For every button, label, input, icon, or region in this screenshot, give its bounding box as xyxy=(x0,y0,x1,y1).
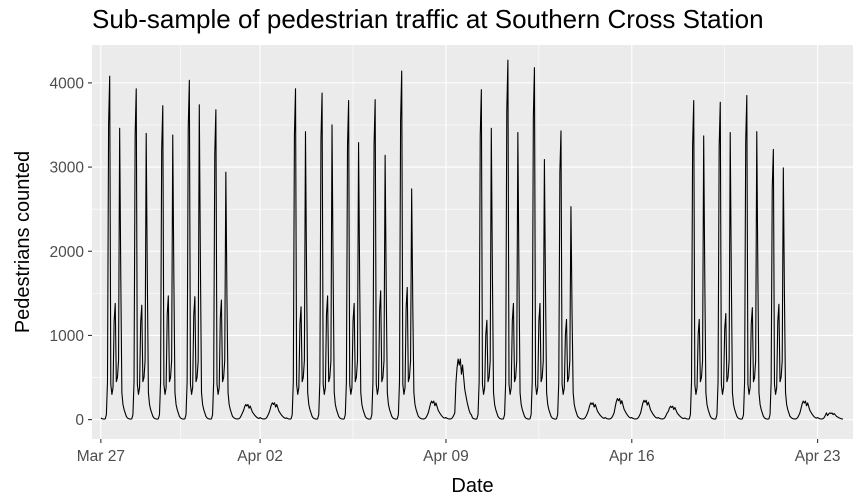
x-axis-title: Date xyxy=(451,475,493,497)
x-tick-label: Apr 09 xyxy=(423,448,469,465)
x-tick-label: Apr 16 xyxy=(609,448,655,465)
chart-title: Sub-sample of pedestrian traffic at Sout… xyxy=(92,4,764,34)
y-tick-label: 1000 xyxy=(50,328,85,345)
y-tick-label: 2000 xyxy=(50,244,85,261)
pedestrian-traffic-line xyxy=(100,59,844,420)
x-tick-label: Apr 02 xyxy=(237,448,283,465)
y-axis-title: Pedestrians counted xyxy=(12,151,34,333)
y-axis: 0 1000 2000 3000 4000 xyxy=(50,75,92,429)
plot-panel xyxy=(92,45,853,439)
y-tick-label: 3000 xyxy=(50,160,85,177)
x-axis: Mar 27 Apr 02 Apr 09 Apr 16 Apr 23 xyxy=(77,439,841,465)
x-tick-label: Apr 23 xyxy=(795,448,841,465)
y-tick-label: 4000 xyxy=(50,75,85,92)
x-tick-label: Mar 27 xyxy=(77,448,125,465)
y-tick-label: 0 xyxy=(75,412,84,429)
